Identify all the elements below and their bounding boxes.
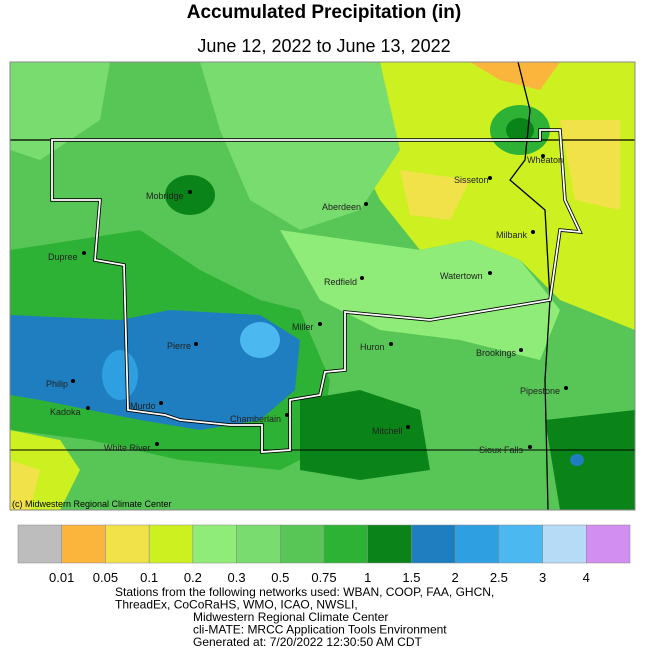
legend-label: 0.01 (49, 570, 74, 585)
city-label: Mobridge (146, 191, 184, 201)
city-label: Dupree (48, 252, 78, 262)
footer-line: Generated at: 7/20/2022 12:30:50 AM CDT (193, 635, 422, 648)
city-dot (188, 190, 192, 194)
city-label: Huron (360, 342, 385, 352)
legend-label: 1 (364, 570, 371, 585)
city-dot (159, 401, 163, 405)
footer-line: Midwestern Regional Climate Center (193, 610, 388, 624)
legend-label: 4 (583, 570, 590, 585)
legend-label: 0.2 (184, 570, 202, 585)
map-credit: (c) Midwestern Regional Climate Center (12, 499, 172, 509)
city-dot (531, 230, 535, 234)
city-label: Philip (46, 379, 68, 389)
city-dot (541, 154, 545, 158)
legend-label: 0.75 (311, 570, 336, 585)
city-label: Pipestone (520, 386, 560, 396)
city-label: Murdo (130, 401, 156, 411)
city-label: Brookings (476, 348, 517, 358)
legend-swatch (105, 524, 150, 564)
city-dot (194, 342, 198, 346)
city-dot (488, 176, 492, 180)
legend-swatch (411, 524, 456, 564)
legend-swatch (498, 524, 543, 564)
city-dot (155, 442, 159, 446)
city-dot (86, 406, 90, 410)
legend-swatch (280, 524, 325, 564)
legend-swatch (454, 524, 500, 564)
city-dot (564, 386, 568, 390)
legend-swatch (17, 524, 62, 564)
city-label: Mitchell (372, 426, 403, 436)
legend-label: 0.5 (271, 570, 289, 585)
legend-swatch (542, 524, 587, 564)
legend-swatch (367, 524, 412, 564)
city-label: Redfield (324, 277, 357, 287)
title: Accumulated Precipitation (in) (187, 2, 461, 23)
footer-line: Stations from the following networks use… (115, 585, 494, 599)
city-label: Chamberlain (230, 414, 281, 424)
legend-label: 0.3 (228, 570, 246, 585)
legend-label: 2 (452, 570, 459, 585)
footer-line: cli-MATE: MRCC Application Tools Environ… (193, 623, 447, 637)
legend-swatch (236, 524, 281, 564)
city-label: Wheaton (527, 155, 563, 165)
legend-swatch (586, 524, 631, 564)
city-label: Sisseton (454, 175, 489, 185)
legend-swatch (192, 524, 237, 564)
city-dot (389, 342, 393, 346)
city-dot (360, 276, 364, 280)
legend-label: 3 (539, 570, 546, 585)
city-label: Milbank (496, 230, 528, 240)
city-label: Miller (292, 322, 314, 332)
city-dot (528, 445, 532, 449)
legend-label: 1.5 (402, 570, 420, 585)
city-label: Aberdeen (322, 202, 361, 212)
city-dot (82, 251, 86, 255)
city-label: Kadoka (50, 407, 81, 417)
subtitle: June 12, 2022 to June 13, 2022 (197, 36, 450, 56)
city-label: Watertown (440, 271, 483, 281)
legend: 0.01 0.05 0.1 0.2 0.3 0.5 0.75 1 1.5 2 2.5 3 4 (17, 524, 631, 585)
footer-line: ThreadEx, CoCoRaHS, WMO, ICAO, NWSLI, (115, 598, 358, 612)
legend-swatch (61, 524, 106, 564)
city-label: White River (104, 443, 151, 453)
city-dot (406, 425, 410, 429)
city-dot (71, 379, 75, 383)
city-dot (318, 322, 322, 326)
city-dot (488, 271, 492, 275)
legend-label: 0.1 (140, 570, 158, 585)
footer: Stations from the following networks use… (115, 585, 494, 649)
city-label: Sioux Falls (479, 445, 524, 455)
city-dot (519, 348, 523, 352)
legend-swatch (148, 524, 194, 564)
map: Wheaton Sisseton Aberdeen Mobridge Dupree Mil… (9, 61, 636, 511)
legend-label: 2.5 (490, 570, 508, 585)
city-dot (364, 202, 368, 206)
city-label: Pierre (167, 341, 191, 351)
legend-swatch (323, 524, 368, 564)
legend-label: 0.05 (93, 570, 118, 585)
city-dot (285, 413, 289, 417)
